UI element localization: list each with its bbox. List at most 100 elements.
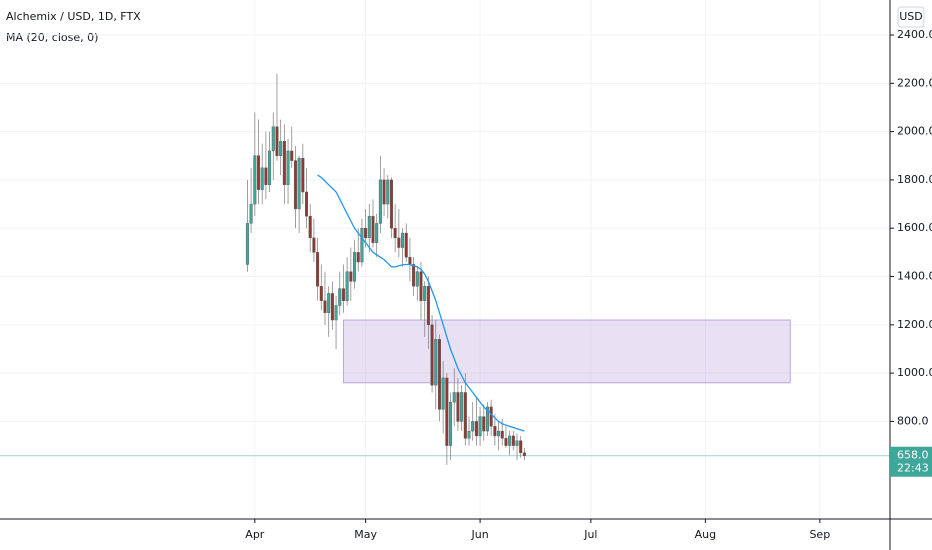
candle-body: [275, 126, 279, 156]
x-tick-label: Sep: [809, 528, 830, 541]
candle-body: [456, 392, 460, 422]
y-tick-label: 2400.0: [897, 28, 932, 41]
candle-body: [485, 406, 489, 432]
candle-body: [489, 406, 493, 427]
candle-body: [412, 264, 416, 287]
candle-body: [338, 288, 342, 306]
y-tick-label: 1600.0: [897, 221, 932, 234]
candle-body: [393, 228, 397, 239]
candle-body: [482, 416, 486, 432]
candle-body: [253, 155, 257, 205]
x-tick-label: Apr: [245, 528, 265, 541]
currency-button[interactable]: [897, 6, 925, 28]
candle-body: [386, 179, 390, 205]
last-price-label: 658.0: [897, 449, 929, 462]
candle-body: [389, 179, 393, 229]
candle-body: [434, 339, 438, 386]
candle-body: [397, 237, 401, 248]
candle-body: [245, 223, 249, 265]
candle-body: [271, 126, 275, 152]
y-tick-label: 2200.0: [897, 76, 932, 89]
ma-line: [317, 174, 525, 432]
candle-body: [327, 293, 331, 313]
y-tick-label: 800.0: [897, 414, 929, 427]
candle-body: [441, 377, 445, 410]
candle-body: [401, 232, 405, 248]
candle-body: [353, 252, 357, 282]
candle-body: [364, 228, 368, 239]
candle-body: [282, 141, 286, 185]
candle-body: [334, 305, 338, 321]
candle-body: [382, 179, 386, 205]
candle-body: [500, 430, 504, 439]
candle-body: [319, 285, 323, 301]
candle-body: [508, 435, 512, 446]
candle-body: [268, 150, 272, 185]
x-tick-label: Aug: [695, 528, 716, 541]
candle-body: [249, 203, 253, 224]
candle-body: [301, 157, 305, 193]
candle-body: [423, 285, 427, 301]
y-tick-label: 1000.0: [897, 366, 932, 379]
x-tick-label: May: [354, 528, 377, 541]
x-tick-label: Jun: [470, 528, 488, 541]
candle-body: [404, 232, 408, 258]
candle-body: [511, 435, 515, 446]
candle-body: [460, 392, 464, 422]
candle-body: [293, 160, 297, 210]
candle-body: [360, 228, 364, 263]
x-tick-label: Jul: [583, 528, 597, 541]
candle-body: [493, 426, 497, 437]
candle-body: [305, 191, 309, 217]
candle-body: [341, 288, 345, 301]
candle-body: [408, 257, 412, 265]
candle-body: [426, 285, 430, 326]
candle-body: [257, 155, 261, 190]
candle-body: [323, 300, 327, 313]
candle-body: [290, 150, 294, 161]
candle-body: [463, 392, 467, 439]
candle-body: [378, 179, 382, 224]
candle-body: [367, 215, 371, 239]
candle-body: [467, 430, 471, 439]
candle-body: [356, 252, 360, 263]
candle-body: [504, 438, 508, 446]
candle-body: [297, 157, 301, 210]
candle-body: [430, 324, 434, 386]
candle-body: [349, 271, 353, 282]
candle-body: [515, 440, 519, 446]
candle-body: [316, 252, 320, 287]
candle-body: [345, 271, 349, 301]
candle-body: [330, 293, 334, 321]
y-tick-label: 2000.0: [897, 125, 932, 138]
candle-body: [452, 392, 456, 403]
last-price-box: [890, 446, 932, 477]
y-tick-label: 1400.0: [897, 270, 932, 283]
countdown-label: 22:43: [897, 462, 929, 475]
candle-body: [474, 421, 478, 437]
price-zone: [342, 319, 791, 384]
candle-body: [260, 167, 264, 190]
currency-label: USD: [899, 10, 923, 23]
candle-body: [437, 339, 441, 410]
candle-body: [522, 452, 526, 456]
candle-body: [419, 271, 423, 301]
candle-body: [445, 377, 449, 446]
y-tick-label: 1800.0: [897, 173, 932, 186]
candle-body: [478, 416, 482, 437]
candle-body: [415, 271, 419, 287]
y-tick-label: 1200.0: [897, 318, 932, 331]
candle-body: [308, 215, 312, 239]
candle-body: [375, 223, 379, 243]
candle-body: [471, 421, 475, 432]
candle-body: [519, 440, 523, 454]
candle-body: [449, 401, 453, 446]
candle-body: [312, 237, 316, 253]
candle-body: [371, 215, 375, 243]
candle-body: [497, 430, 501, 437]
candle-body: [279, 141, 283, 156]
candle-body: [264, 167, 268, 185]
candle-body: [286, 150, 290, 185]
